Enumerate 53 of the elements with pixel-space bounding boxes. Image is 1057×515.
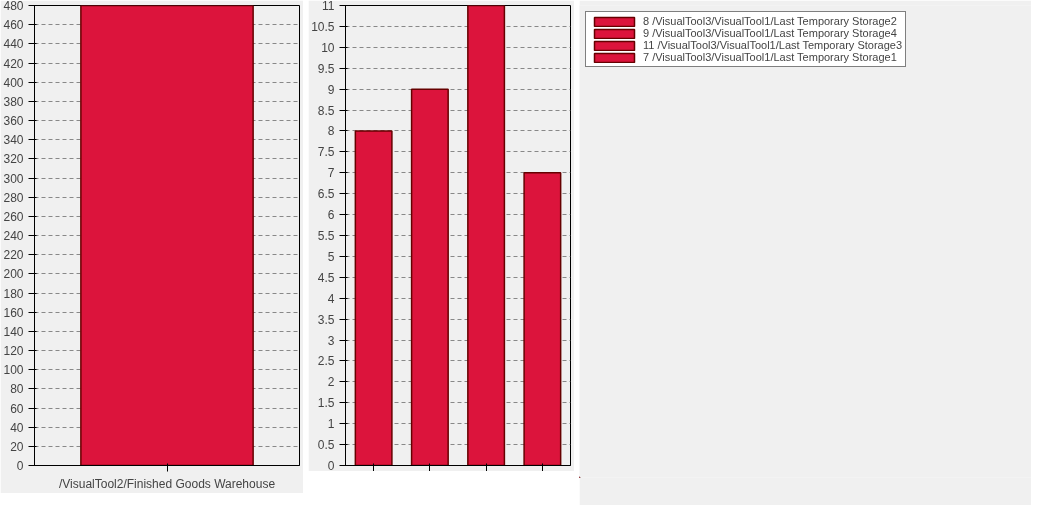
y-tick-label: 8 [327,124,335,139]
y-tick-label: 2.5 [317,354,335,369]
y-tick-label: 2 [327,375,335,390]
x-tick-label: /VisualTool2/Finished Goods Warehouse [58,476,276,491]
y-tick-label: 60 [10,401,24,416]
y-tick-label: 120 [3,344,24,358]
y-tick-label: 5 [327,249,335,264]
y-tick-label: 440 [3,37,24,52]
y-tick-label: 300 [3,171,24,186]
y-tick-label: 360 [3,114,24,128]
y-tick-label: 3 [327,333,335,348]
y-tick-label: 4 [327,291,335,306]
y-tick-label: 0 [16,459,24,473]
legend-label: 7 /VisualTool3/VisualTool1/Last Temporary Storage1 [643,51,897,63]
y-tick-label: 100 [3,363,24,378]
y-tick-label: 11 [322,0,335,13]
y-tick-label: 460 [3,18,24,33]
y-tick-label: 280 [3,190,24,205]
y-tick-label: 4.5 [317,270,335,285]
y-tick-label: 400 [3,75,24,90]
y-tick-label: 8.5 [317,103,335,118]
y-tick-label: 9 [327,82,335,97]
y-tick-label: 1.5 [317,396,335,411]
y-tick-label: 140 [3,324,24,339]
y-tick-label: 10.5 [311,19,335,34]
y-tick-label: 40 [10,420,24,435]
y-tick-label: 1 [327,417,335,432]
y-tick-label: 380 [3,94,24,109]
y-tick-label: 7.5 [317,145,335,160]
y-tick-label: 340 [3,133,24,148]
y-tick-label: 10 [321,40,335,55]
y-tick-label: 220 [3,248,24,263]
y-tick-label: 0 [327,459,335,473]
y-tick-label: 20 [10,439,24,454]
y-tick-label: 3.5 [317,312,335,327]
y-tick-label: 320 [3,152,24,167]
legend-label: 8 /VisualTool3/VisualTool1/Last Temporary Storage2 [643,15,897,27]
y-tick-label: 240 [3,229,24,243]
legend-label: 9 /VisualTool3/VisualTool1/Last Temporary Storage4 [643,27,897,39]
y-tick-label: 180 [3,286,24,301]
y-tick-label: 5.5 [317,229,335,243]
y-tick-label: 6.5 [317,187,335,202]
y-tick-label: 200 [3,267,24,282]
y-tick-label: 9.5 [317,61,335,76]
y-tick-label: 160 [3,305,24,320]
y-tick-label: 0.5 [317,438,335,453]
y-tick-label: 6 [327,208,335,223]
y-tick-label: 480 [3,0,24,13]
y-tick-label: 7 [327,166,335,181]
legend-label: 11 /VisualTool3/VisualTool1/Last Temporary Storage3 [643,39,903,51]
y-tick-label: 80 [10,382,24,397]
y-tick-label: 420 [3,56,24,71]
y-tick-label: 260 [3,209,24,224]
